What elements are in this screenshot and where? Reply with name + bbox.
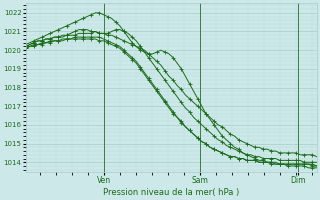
X-axis label: Pression niveau de la mer( hPa ): Pression niveau de la mer( hPa ): [103, 188, 239, 197]
